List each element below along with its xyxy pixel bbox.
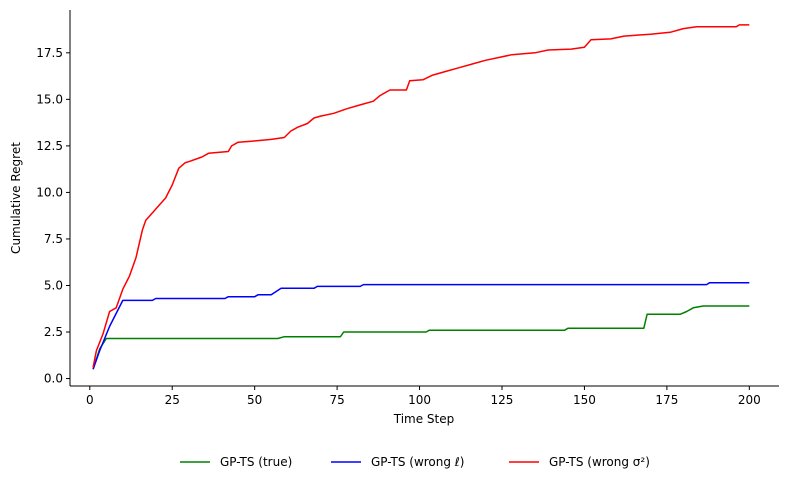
y-axis-label: Cumulative Regret xyxy=(9,142,23,254)
x-axis-label: Time Step xyxy=(393,412,455,426)
legend: GP-TS (true) GP-TS (wrong ℓ) GP-TS (wrong … xyxy=(180,455,650,469)
y-ticks: 0.0 2.5 5.0 7.5 10.0 12.5 15.0 17.5 xyxy=(36,46,70,386)
y-tick-label: 17.5 xyxy=(36,46,63,60)
y-tick-label: 2.5 xyxy=(44,325,63,339)
y-tick-label: 12.5 xyxy=(36,139,63,153)
x-tick-label: 75 xyxy=(329,393,344,407)
y-tick-label: 10.0 xyxy=(36,185,63,199)
x-tick-label: 175 xyxy=(655,393,678,407)
series-line-2 xyxy=(92,24,750,368)
legend-label-2: GP-TS (wrong σ²) xyxy=(549,455,650,469)
legend-label-1: GP-TS (wrong ℓ) xyxy=(371,455,464,469)
series-line-0 xyxy=(92,305,750,370)
series-line-1 xyxy=(92,281,750,370)
x-tick-label: 125 xyxy=(491,393,514,407)
x-tick-label: 150 xyxy=(573,393,596,407)
plot-lines xyxy=(92,24,750,370)
axes xyxy=(69,10,779,387)
x-ticks: 0 25 50 75 100 125 150 175 200 xyxy=(86,386,761,407)
x-tick-label: 100 xyxy=(408,393,431,407)
y-tick-label: 7.5 xyxy=(44,232,63,246)
x-tick-label: 200 xyxy=(738,393,761,407)
y-tick-label: 5.0 xyxy=(44,278,63,292)
y-tick-label: 15.0 xyxy=(36,92,63,106)
x-tick-label: 25 xyxy=(165,393,180,407)
x-tick-label: 0 xyxy=(86,393,94,407)
x-tick-label: 50 xyxy=(247,393,262,407)
legend-label-0: GP-TS (true) xyxy=(220,455,292,469)
y-tick-label: 0.0 xyxy=(44,372,63,386)
